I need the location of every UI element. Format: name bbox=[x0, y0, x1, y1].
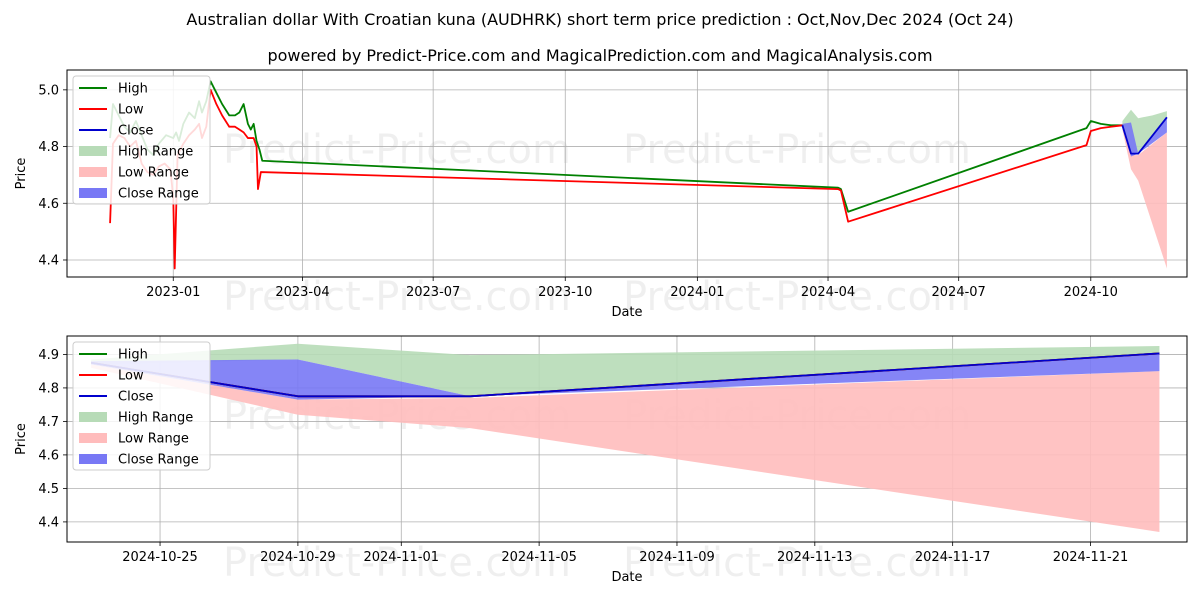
x-tick-label: 2024-07 bbox=[932, 285, 986, 300]
plot-area bbox=[90, 343, 1160, 532]
legend: High Low Close High Range Low Range Close Ran… bbox=[72, 341, 211, 471]
x-tick-label: 2024-10 bbox=[1064, 285, 1118, 300]
legend-swatch-close-range bbox=[79, 188, 107, 198]
x-tick-label: 2024-11-09 bbox=[639, 550, 715, 565]
x-axis-label: Date bbox=[611, 570, 642, 585]
y-axis-label: Price bbox=[14, 158, 29, 190]
y-tick-label: 5.0 bbox=[38, 83, 59, 98]
y-tick-label: 4.6 bbox=[38, 448, 59, 463]
y-tick-label: 4.4 bbox=[38, 253, 59, 268]
x-tick-label: 2024-04 bbox=[801, 285, 855, 300]
chart-title: Australian dollar With Croatian kuna (AU… bbox=[186, 10, 1014, 29]
x-tick-label: 2023-01 bbox=[146, 285, 200, 300]
range-band-low-range bbox=[1122, 126, 1167, 269]
x-tick-label: 2024-11-01 bbox=[363, 550, 439, 565]
watermark-text: Predict-Price.com bbox=[223, 274, 571, 320]
watermark-text: Predict-Price.com bbox=[223, 540, 571, 586]
y-tick-label: 4.4 bbox=[38, 515, 59, 530]
x-tick-label: 2024-10-29 bbox=[260, 550, 336, 565]
legend-label: Low bbox=[118, 103, 144, 118]
legend-label: Low Range bbox=[118, 166, 189, 181]
watermark-text: Predict-Price.com bbox=[623, 274, 971, 320]
legend-label: Close Range bbox=[118, 187, 199, 202]
y-tick-label: 4.7 bbox=[38, 415, 59, 430]
x-tick-label: 2024-11-05 bbox=[501, 550, 577, 565]
y-tick-label: 4.6 bbox=[38, 197, 59, 212]
plot-frame bbox=[66, 69, 1188, 278]
legend-swatch-low-range bbox=[79, 167, 107, 177]
x-tick-label: 2024-01 bbox=[670, 285, 724, 300]
x-tick-label: 2023-10 bbox=[538, 285, 592, 300]
watermark-text: Predict-Price.com bbox=[623, 540, 971, 586]
legend-swatch-high-range bbox=[79, 412, 107, 422]
legend-label: High Range bbox=[118, 411, 193, 426]
y-tick-label: 4.8 bbox=[38, 381, 59, 396]
legend-label: Close Range bbox=[118, 453, 199, 468]
legend-label: Low bbox=[118, 369, 144, 384]
chart-subtitle: powered by Predict-Price.com and Magical… bbox=[267, 46, 933, 65]
legend-swatch-high-range bbox=[79, 146, 107, 156]
legend-box bbox=[72, 75, 211, 205]
plot-frame bbox=[66, 335, 1188, 543]
y-tick-label: 4.5 bbox=[38, 482, 59, 497]
legend: High Low Close High Range Low Range Close Ran… bbox=[72, 75, 211, 205]
x-tick-label: 2024-11-21 bbox=[1053, 550, 1129, 565]
watermark-text: Predict-Price.com bbox=[223, 127, 571, 173]
legend-swatch-low-range bbox=[79, 433, 107, 443]
x-tick-label: 2024-11-13 bbox=[777, 550, 853, 565]
watermark-text: Predict-Price.com bbox=[623, 127, 971, 173]
chart-panel-2: Predict-Price.comPredict-Price.comPredic… bbox=[14, 335, 1188, 586]
legend-label: Low Range bbox=[118, 432, 189, 447]
x-tick-label: 2024-11-17 bbox=[915, 550, 991, 565]
series-line-close bbox=[1121, 116, 1168, 155]
legend-box bbox=[72, 341, 211, 471]
legend-label: High Range bbox=[118, 145, 193, 160]
range-band-low-range bbox=[91, 364, 1160, 532]
legend-label: High bbox=[118, 82, 148, 97]
legend-swatch-close-range bbox=[79, 454, 107, 464]
legend-label: Close bbox=[118, 124, 153, 139]
series-line-low bbox=[109, 88, 1123, 270]
range-band-close-range bbox=[1122, 117, 1167, 157]
legend-label: Close bbox=[118, 390, 153, 405]
legend-label: High bbox=[118, 348, 148, 363]
range-band-high-range bbox=[91, 343, 1160, 397]
y-axis-label: Price bbox=[14, 423, 29, 455]
x-tick-label: 2023-07 bbox=[406, 285, 460, 300]
plot-area bbox=[109, 80, 1168, 270]
x-tick-label: 2023-04 bbox=[275, 285, 329, 300]
y-tick-label: 4.8 bbox=[38, 140, 59, 155]
range-band-close-range bbox=[91, 353, 1160, 400]
y-tick-label: 4.9 bbox=[38, 348, 59, 363]
x-axis-label: Date bbox=[611, 305, 642, 320]
x-tick-label: 2024-10-25 bbox=[122, 550, 198, 565]
chart-panel-1: Predict-Price.com Predict-Price.com Predic… bbox=[14, 69, 1188, 320]
